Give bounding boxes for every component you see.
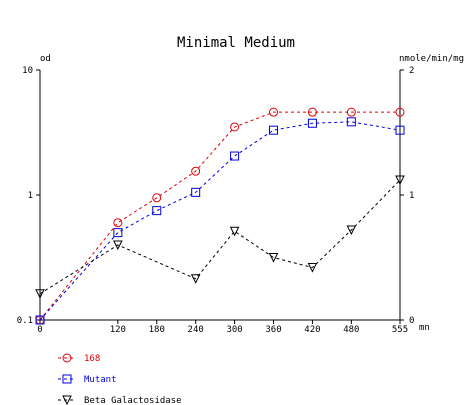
data-point-beta-galactosidase	[307, 263, 318, 273]
left-tick-label: 10	[22, 66, 33, 76]
data-point-168	[307, 107, 317, 117]
legend-marker-beta-galactosidase	[62, 395, 72, 405]
data-point-mutant	[152, 206, 162, 216]
data-point-168	[269, 107, 279, 117]
x-tick-label: 360	[265, 325, 281, 335]
data-point-beta-galactosidase	[395, 175, 405, 186]
legend-label-mutant: Mutant	[84, 375, 117, 385]
x-tick-label: 420	[304, 325, 320, 335]
data-point-beta-galactosidase	[190, 274, 201, 284]
legend-marker-168	[62, 353, 72, 363]
series-line-mutant	[39, 121, 401, 321]
series-line-beta-galactosidase	[39, 179, 401, 295]
right-tick-label: 1	[409, 191, 414, 201]
x-tick-label: 240	[188, 325, 204, 335]
legend-label-168: 168	[84, 354, 100, 364]
data-point-beta-galactosidase	[113, 240, 123, 251]
data-point-beta-galactosidase	[346, 225, 357, 236]
left-tick-label: 0.1	[17, 316, 33, 326]
x-tick-label: 480	[343, 325, 359, 335]
data-point-mutant	[307, 118, 317, 128]
legend: 168 Mutant Beta Galactosidase	[58, 353, 182, 405]
data-point-mutant	[113, 228, 123, 238]
data-point-mutant	[35, 315, 45, 325]
data-point-mutant	[230, 151, 240, 161]
data-point-168	[191, 166, 201, 176]
data-point-mutant	[191, 187, 201, 197]
right-axis-unit-label: nmole/min/mg	[399, 54, 464, 64]
data-point-mutant	[395, 125, 405, 135]
data-point-168	[230, 122, 240, 132]
left-axis-unit-label: od	[40, 54, 51, 64]
data-point-168	[346, 107, 356, 117]
data-point-beta-galactosidase	[229, 226, 240, 237]
data-point-beta-galactosidase	[268, 253, 279, 263]
legend-label-beta-galactosidase: Beta Galactosidase	[84, 396, 182, 405]
x-tick-label: 300	[226, 325, 242, 335]
data-point-beta-galactosidase	[35, 289, 45, 299]
x-tick-label: 120	[110, 325, 126, 335]
data-point-168	[113, 218, 123, 228]
chart-title: Minimal Medium	[177, 35, 295, 51]
x-tick-label: 555	[392, 325, 408, 335]
data-point-mutant	[346, 117, 356, 127]
right-tick-label: 2	[409, 66, 414, 76]
legend-marker-mutant	[62, 374, 72, 384]
x-tick-label: 180	[149, 325, 165, 335]
left-tick-label: 1	[28, 191, 33, 201]
x-axis-unit-label: mn	[419, 323, 430, 333]
right-tick-label: 0	[409, 316, 414, 326]
series-layer	[35, 107, 405, 325]
series-line-168	[39, 111, 400, 321]
data-point-168	[395, 107, 405, 117]
x-tick-label: 0	[37, 325, 42, 335]
axes: 0 120 180 240 300 360 420 480 555 0.1 1 10 0 1 2	[17, 66, 415, 335]
data-point-mutant	[269, 125, 279, 135]
data-point-168	[152, 193, 162, 203]
